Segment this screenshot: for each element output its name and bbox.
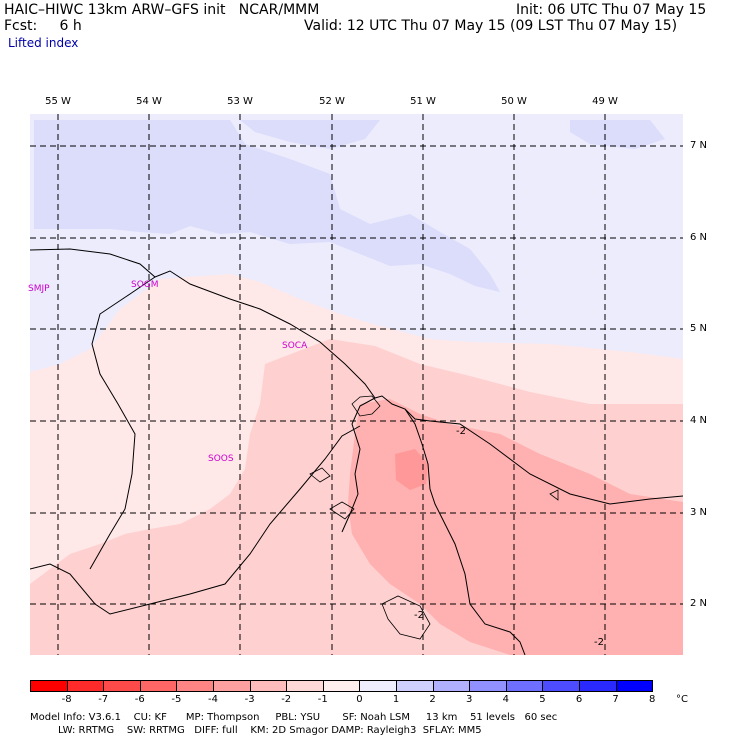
colorbar-swatch (359, 680, 397, 692)
colorbar-swatch (66, 680, 105, 692)
colorbar-swatch (469, 680, 507, 692)
colorbar-tick-label: 7 (612, 694, 619, 705)
colorbar-tick-label: -3 (244, 694, 255, 705)
colorbar-swatch (505, 680, 544, 692)
lon-label-55w: 55 W (45, 96, 71, 107)
colorbar-tick-label: -8 (61, 694, 72, 705)
colorbar-swatch (249, 680, 288, 692)
lifted-index-contours (309, 395, 559, 640)
colorbar-tick-label: 6 (575, 694, 583, 705)
lat-label-2n: 2 N (690, 598, 708, 609)
lat-label-6n: 6 N (690, 232, 708, 243)
colorbar-swatch (542, 680, 580, 692)
chart-title: HAIC–HIWC 13km ARW–GFS init NCAR/MMM (4, 2, 320, 18)
colorbar-tick-label: -6 (134, 694, 145, 705)
unstable-region-medium (348, 399, 683, 655)
lon-label-51w: 51 W (410, 96, 436, 107)
colorbar-unit: °C (676, 694, 688, 705)
field-name: Lifted index (8, 36, 79, 50)
lon-label-54w: 54 W (136, 96, 162, 107)
contour-label-north: -2 (456, 426, 466, 437)
lifted-index-map (30, 114, 683, 655)
colorbar-tick-label: 0 (356, 694, 363, 705)
lat-label-3n: 3 N (690, 507, 708, 518)
colorbar-swatch (286, 680, 324, 692)
colorbar-tick-label: 3 (466, 694, 473, 705)
model-info-line2: LW: RRTMG SW: RRTMG DIFF: full KM: 2D Sm… (58, 725, 482, 736)
lat-label-7n: 7 N (690, 140, 708, 151)
contour-label-south: -2 (414, 610, 424, 621)
coastline (30, 248, 683, 505)
valid-time: Valid: 12 UTC Thu 07 May 15 (09 LST Thu … (304, 18, 678, 34)
colorbar-tick-label: -4 (208, 694, 218, 705)
station-soca: SOCA (282, 341, 308, 351)
stable-region-blue-east (570, 120, 665, 149)
lon-label-50w: 50 W (501, 96, 527, 107)
station-smjp: SMJP (28, 284, 50, 294)
colorbar-tick-label: -2 (281, 694, 292, 705)
station-soos: SOOS (208, 454, 234, 464)
border-southwest (30, 425, 361, 615)
border-french-guiana-brazil (404, 408, 526, 655)
colorbar-swatch (322, 680, 361, 692)
colorbar-tick-label: 5 (539, 694, 546, 705)
colorbar-tick-label: 8 (649, 694, 656, 705)
stable-region-blue-ne (240, 120, 380, 149)
unstable-region-core (395, 449, 428, 490)
border-suriname-french-guiana (341, 397, 376, 533)
colorbar-swatch (103, 680, 141, 692)
lat-label-4n: 4 N (690, 415, 708, 426)
colorbar-swatch (396, 680, 434, 692)
colorbar-tick-label: -1 (317, 694, 328, 705)
colorbar-swatch (139, 680, 178, 692)
lon-label-53w: 53 W (227, 96, 253, 107)
colorbar-swatch (176, 680, 214, 692)
coastline-and-borders (30, 248, 683, 655)
lat-label-5n: 5 N (690, 323, 708, 334)
colorbar-swatch (213, 680, 251, 692)
colorbar-swatch (615, 680, 654, 692)
stable-region-blue (34, 120, 500, 292)
forecast-hour: Fcst: 6 h (4, 18, 82, 34)
lon-label-49w: 49 W (592, 96, 618, 107)
colorbar-tick-label: 4 (502, 694, 509, 705)
lat-lon-grid (30, 114, 683, 655)
colorbar-tick-label: -7 (98, 694, 109, 705)
colorbar-swatch (432, 680, 471, 692)
colorbar-tick-label: -5 (171, 694, 182, 705)
contour-label-southeast: -2 (594, 637, 604, 648)
model-info-line1: Model Info: V3.6.1 CU: KF MP: Thompson P… (30, 712, 558, 723)
border-guyana-suriname (89, 276, 156, 570)
colorbar-tick-label: 2 (429, 694, 436, 705)
colorbar-swatch (30, 680, 68, 692)
init-time: Init: 06 UTC Thu 07 May 15 (516, 2, 707, 18)
lon-label-52w: 52 W (319, 96, 345, 107)
colorbar-swatch (579, 680, 617, 692)
station-sogm: SOGM (131, 280, 159, 290)
colorbar-tick-label: 1 (392, 694, 400, 705)
